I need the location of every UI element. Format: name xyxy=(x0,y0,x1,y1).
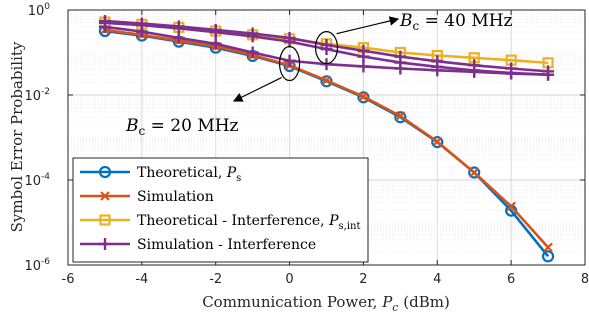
legend-label: Simulation - Interference xyxy=(137,237,316,253)
x-axis-label: Communication Power, Pc (dBm) xyxy=(202,293,450,314)
marker-square xyxy=(99,214,111,226)
x-tick-label: -2 xyxy=(209,272,222,287)
legend: Theoretical, Ps Simulation Theoretical - I… xyxy=(72,157,369,263)
annotation-20mhz: Bc = 20 MHz xyxy=(125,116,239,138)
x-tick-label: -4 xyxy=(135,272,148,287)
marker-x xyxy=(321,75,332,86)
legend-label: Theoretical - Interference, Ps,int xyxy=(137,213,360,232)
annotation-40mhz: Bc = 40 MHz xyxy=(399,11,513,33)
marker-x xyxy=(543,242,553,253)
legend-item: Simulation - Interference xyxy=(80,237,316,253)
ellipse-40mhz xyxy=(314,31,339,65)
legend-label: Simulation xyxy=(137,189,214,205)
plot-frame xyxy=(67,9,586,266)
legend-item: Theoretical, Ps xyxy=(80,165,241,184)
series-layer xyxy=(98,15,555,263)
marker-x xyxy=(358,91,369,102)
x-tick-label: 4 xyxy=(433,272,441,287)
x-tick-label: -6 xyxy=(62,272,75,287)
marker-circle xyxy=(431,135,444,149)
marker-circle xyxy=(541,250,555,263)
legend-item: Theoretical - Interference, Ps,int xyxy=(80,213,360,232)
x-tick-label: 8 xyxy=(581,272,589,287)
series-5 xyxy=(98,15,555,78)
marker-x xyxy=(100,191,110,201)
x-tick-label: 6 xyxy=(507,272,515,287)
x-tick-label: 2 xyxy=(359,272,367,287)
marker-circle xyxy=(98,165,112,179)
marker-x xyxy=(469,167,479,178)
legend-item: Simulation xyxy=(80,189,214,205)
ellipse-20mhz xyxy=(278,45,301,82)
marker-circle xyxy=(394,111,407,124)
y-axis-label: Symbol Error Probability xyxy=(8,41,26,232)
arrow-20mhz xyxy=(232,76,282,102)
arrow-40mhz xyxy=(336,16,400,35)
marker-x xyxy=(395,111,406,121)
marker-x xyxy=(432,136,443,147)
annotations: Bc = 40 MHz Bc = 20 MHz xyxy=(125,11,513,138)
marker-circle xyxy=(357,91,370,104)
marker-circle xyxy=(468,166,481,179)
marker-x xyxy=(506,201,516,212)
x-tick-label: 0 xyxy=(285,272,293,287)
legend-label: Theoretical, Ps xyxy=(137,165,241,184)
